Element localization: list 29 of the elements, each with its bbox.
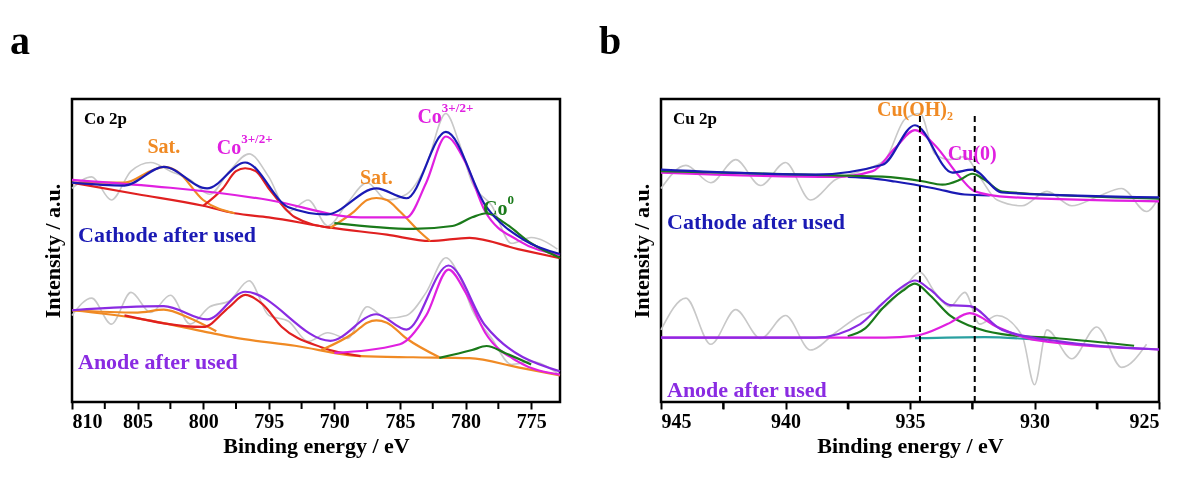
x-axis-title: Binding energy / eV xyxy=(817,432,1004,458)
chart-title: a xyxy=(10,18,30,63)
x-tick-label: 780 xyxy=(451,409,482,432)
series-label: Anode after used xyxy=(78,349,238,375)
x-tick-label: 810 xyxy=(72,409,103,432)
x-tick-label: 805 xyxy=(123,409,154,432)
x-tick-label: 785 xyxy=(385,409,416,432)
x-tick-label: 790 xyxy=(319,409,350,432)
annotation: Co 2p xyxy=(84,109,127,128)
x-tick-label: 800 xyxy=(188,409,219,432)
x-tick-label: 775 xyxy=(516,409,547,432)
annotation: Cu 2p xyxy=(673,109,717,128)
series-label: Cathode after used xyxy=(78,221,257,247)
x-axis-title: Binding energy / eV xyxy=(223,432,410,458)
series-label: Anode after used xyxy=(667,376,827,402)
chart-title: b xyxy=(599,18,622,63)
annotation: Cu(OH)₂ xyxy=(876,98,953,122)
annotation: Cu(0) xyxy=(947,141,997,165)
y-axis-title: Intensity / a.u. xyxy=(39,183,65,319)
x-tick-label: 795 xyxy=(254,409,285,432)
x-tick-label: 925 xyxy=(1129,409,1160,432)
x-tick-label: 935 xyxy=(895,409,926,432)
x-tick-label: 945 xyxy=(661,409,692,432)
x-tick-label: 930 xyxy=(1020,409,1050,432)
y-axis-title: Intensity / a.u. xyxy=(628,183,654,319)
x-tick-label: 940 xyxy=(771,409,801,432)
annotation: Sat. xyxy=(359,165,393,188)
annotation: Sat. xyxy=(147,134,181,157)
series-label: Cathode after used xyxy=(667,208,846,234)
